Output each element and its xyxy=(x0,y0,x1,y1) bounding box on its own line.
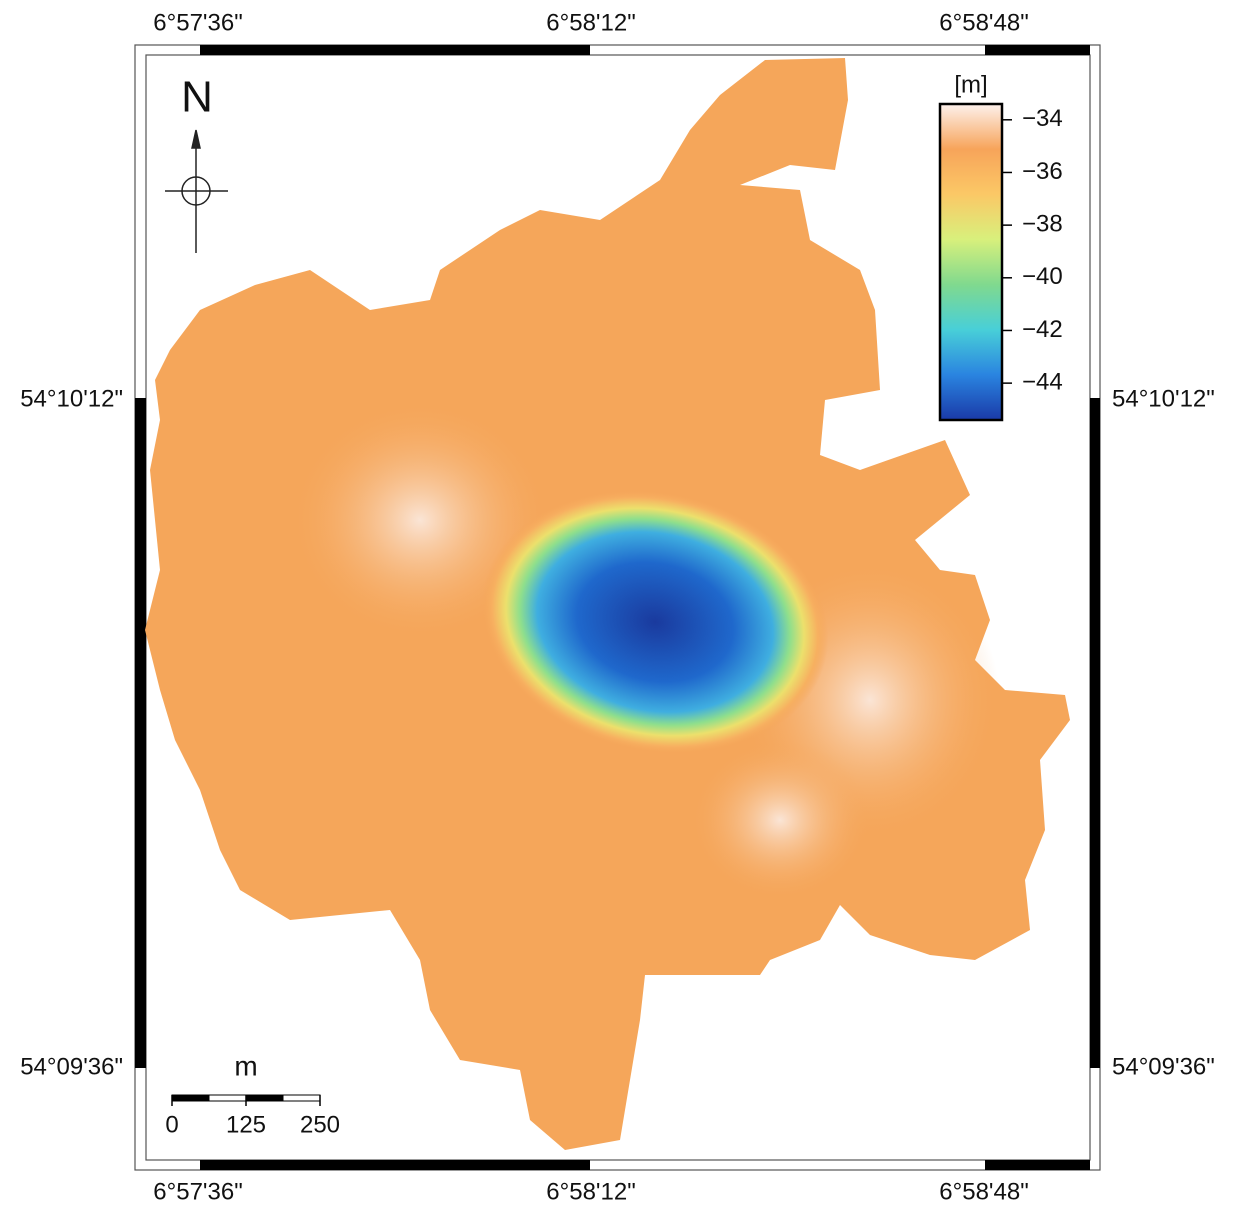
north-label: N xyxy=(181,73,213,122)
colorbar-tick-label: −38 xyxy=(1022,210,1063,237)
colorbar-tick-label: −44 xyxy=(1022,368,1063,395)
scale-segment xyxy=(209,1095,246,1101)
scale-segment xyxy=(172,1095,209,1101)
lon-label: 6°58'12" xyxy=(546,1178,635,1205)
colorbar-tick-label: −36 xyxy=(1022,158,1063,185)
scale-unit: m xyxy=(234,1050,257,1081)
scale-tick-label: 125 xyxy=(226,1111,266,1138)
lat-label: 54°09'36" xyxy=(20,1053,123,1080)
north-arrow xyxy=(165,130,228,253)
map: N [m] m 6°57'36" 6°57'36" 6°58'12" 6°58'12"… xyxy=(0,0,1234,1207)
lat-label: 54°09'36" xyxy=(1112,1053,1215,1080)
lon-label: 6°58'12" xyxy=(546,9,635,36)
colorbar-tick-label: −42 xyxy=(1022,316,1063,343)
colorbar-unit: [m] xyxy=(954,71,987,98)
lon-label: 6°57'36" xyxy=(153,9,242,36)
scale-tick-label: 250 xyxy=(300,1111,340,1138)
scale-segment xyxy=(283,1095,320,1101)
lon-label: 6°58'48" xyxy=(939,1178,1028,1205)
lon-label: 6°57'36" xyxy=(153,1178,242,1205)
lat-label: 54°10'12" xyxy=(20,385,123,412)
shoal xyxy=(690,740,870,900)
scale-segment xyxy=(246,1095,283,1101)
scale-tick-label: 0 xyxy=(165,1111,178,1138)
lat-label: 54°10'12" xyxy=(1112,385,1215,412)
lon-label: 6°58'48" xyxy=(939,9,1028,36)
colorbar xyxy=(940,104,1002,420)
colorbar-tick-label: −40 xyxy=(1022,263,1063,290)
colorbar-tick-label: −34 xyxy=(1022,105,1063,132)
